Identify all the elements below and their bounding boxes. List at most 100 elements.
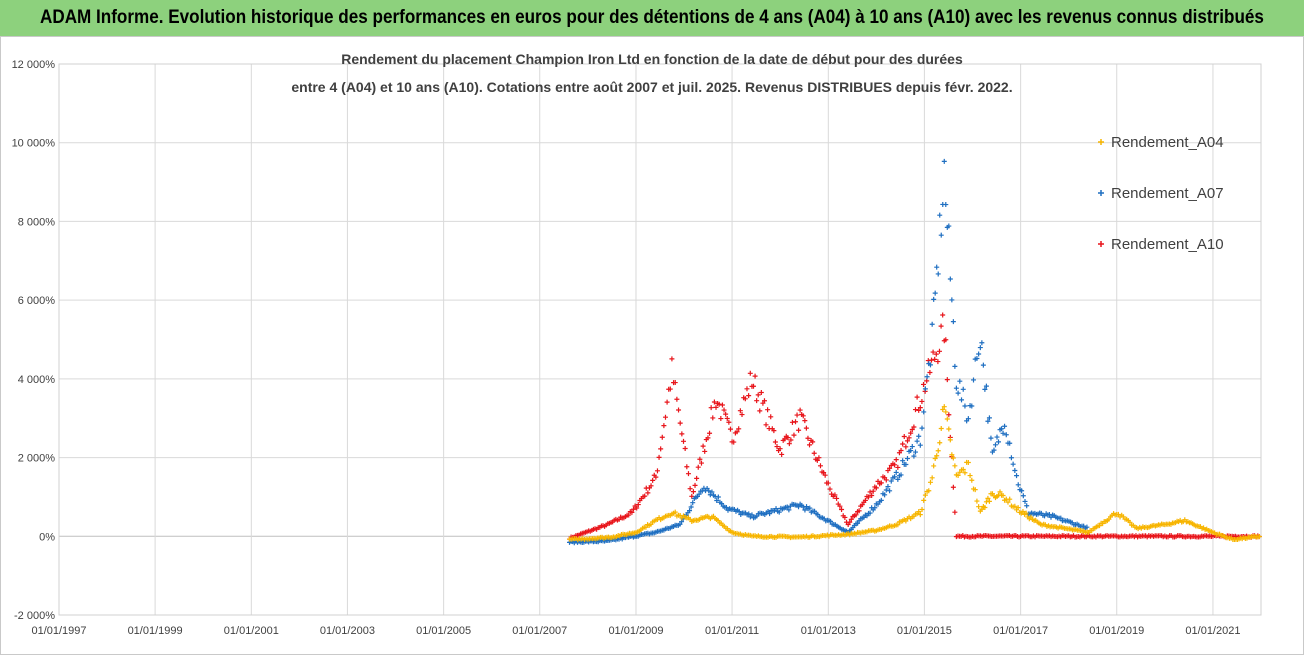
data-point — [635, 502, 641, 508]
data-point — [979, 506, 985, 512]
x-tick-label: 01/01/1997 — [31, 625, 86, 637]
data-point — [758, 390, 764, 396]
data-point — [935, 359, 941, 365]
data-point — [938, 323, 944, 329]
data-point — [949, 452, 955, 458]
data-point — [654, 468, 660, 474]
data-point — [752, 373, 758, 379]
data-point — [731, 439, 737, 445]
data-point — [842, 514, 848, 520]
data-point — [708, 405, 714, 411]
data-point — [900, 458, 906, 464]
data-point — [912, 407, 918, 413]
data-point — [773, 506, 779, 512]
data-point — [873, 485, 879, 491]
data-point — [713, 404, 719, 410]
data-point — [928, 357, 934, 363]
data-point — [1084, 524, 1090, 530]
data-point — [802, 418, 808, 424]
data-point — [767, 511, 773, 517]
data-point — [1014, 473, 1020, 479]
data-point — [911, 424, 917, 430]
data-point — [674, 396, 680, 402]
data-point — [997, 489, 1003, 495]
data-point — [947, 276, 953, 282]
data-point — [992, 442, 998, 448]
data-point — [940, 312, 946, 318]
data-point — [739, 412, 745, 418]
data-point — [955, 472, 961, 478]
data-point — [870, 488, 876, 494]
data-point — [930, 349, 936, 355]
data-point — [742, 396, 748, 402]
data-point — [953, 385, 959, 391]
series-Rendement_A07 — [566, 158, 1090, 546]
data-point — [893, 469, 899, 475]
data-point — [776, 509, 782, 515]
data-point — [903, 444, 909, 450]
data-point — [755, 392, 761, 398]
chart-plot: -2 000% 0% 2 000% 4 000% 6 000% 8 000% 10 000%… — [12, 51, 1262, 637]
data-point — [817, 463, 823, 469]
data-point — [746, 511, 752, 517]
data-point — [672, 509, 678, 515]
data-point — [724, 415, 730, 421]
data-point — [669, 356, 675, 362]
data-point — [952, 463, 958, 469]
data-point — [763, 422, 769, 428]
series-Rendement_A10 — [566, 312, 1262, 542]
data-point — [650, 477, 656, 483]
data-point — [952, 363, 958, 369]
data-point — [1005, 499, 1011, 505]
data-point — [946, 426, 952, 432]
data-point — [947, 437, 953, 443]
data-point — [653, 474, 659, 480]
data-point — [937, 212, 943, 218]
data-point — [927, 479, 933, 485]
data-point — [904, 456, 910, 462]
data-point — [765, 407, 771, 413]
data-point — [1022, 498, 1028, 504]
data-point — [933, 351, 939, 357]
data-point — [883, 477, 889, 483]
data-point — [919, 507, 925, 513]
data-point — [689, 493, 695, 499]
data-point — [706, 488, 712, 494]
data-point — [719, 402, 725, 408]
data-point — [941, 404, 947, 410]
legend-marker — [1098, 241, 1104, 247]
data-point — [875, 501, 881, 507]
data-point — [960, 386, 966, 392]
data-point — [867, 510, 873, 516]
data-point — [786, 507, 792, 513]
data-point — [747, 370, 753, 376]
data-point — [672, 380, 678, 386]
data-point — [950, 455, 956, 461]
data-point — [919, 398, 925, 404]
header-banner: ADAM Informe. Evolution historique des p… — [0, 0, 1304, 37]
data-point — [1023, 510, 1029, 516]
chart-frame: -2 000% 0% 2 000% 4 000% 6 000% 8 000% 10 000%… — [0, 36, 1304, 655]
y-tick-label: 0% — [39, 531, 55, 543]
data-point — [974, 355, 980, 361]
data-point — [805, 435, 811, 441]
data-point — [866, 494, 872, 500]
data-point — [982, 386, 988, 392]
data-point — [919, 425, 925, 431]
data-point — [932, 455, 938, 461]
data-point — [714, 497, 720, 503]
data-point — [777, 446, 783, 452]
data-point — [900, 441, 906, 447]
data-point — [949, 297, 955, 303]
data-point — [1020, 509, 1026, 515]
data-point — [645, 490, 651, 496]
x-tick-label: 01/01/2019 — [1089, 625, 1144, 637]
data-point — [800, 413, 806, 419]
data-point — [927, 370, 933, 376]
data-point — [643, 524, 649, 530]
data-point — [898, 472, 904, 478]
data-point — [784, 504, 790, 510]
data-point — [965, 416, 971, 422]
data-point — [927, 362, 933, 368]
data-point — [878, 497, 884, 503]
